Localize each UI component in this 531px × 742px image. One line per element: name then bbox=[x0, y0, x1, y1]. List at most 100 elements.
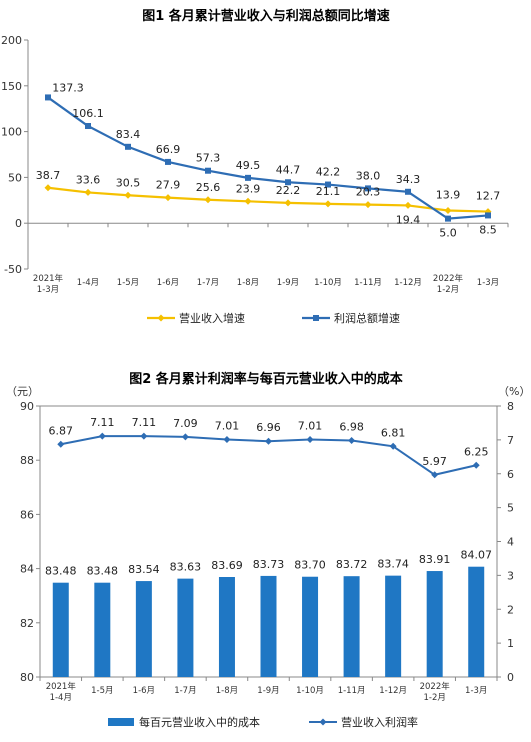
profit-line bbox=[47, 96, 489, 220]
profit-point bbox=[205, 167, 211, 174]
margin-data-label: 6.87 bbox=[49, 424, 74, 437]
legend-label-profit: 利润总额增速 bbox=[334, 311, 400, 325]
legend-marker-revenue bbox=[157, 314, 165, 322]
chart1-series: 38.7 33.6 30.5 27.9 25.6 23.9 22.2 21.1 20.3 19.4… bbox=[36, 81, 501, 239]
cost-data-label: 83.48 bbox=[45, 565, 77, 578]
x-tick-label: 1-5月 bbox=[117, 278, 139, 288]
revenue-point bbox=[404, 201, 412, 209]
profit-data-label: 44.7 bbox=[276, 163, 301, 176]
margin-point bbox=[348, 437, 356, 445]
profit-point bbox=[325, 181, 331, 188]
revenue-data-label: 23.9 bbox=[236, 182, 261, 195]
revenue-point bbox=[284, 199, 292, 207]
margin-point bbox=[57, 440, 65, 448]
left-tick-label: 90 bbox=[20, 400, 34, 413]
left-tick-label: 86 bbox=[20, 508, 34, 521]
legend-marker-profit bbox=[313, 315, 319, 321]
cost-bar bbox=[260, 575, 277, 677]
margin-point bbox=[140, 432, 148, 440]
x-tick-label: 2021年 bbox=[33, 273, 64, 284]
x-tick-label: 1-10月 bbox=[296, 686, 324, 696]
cost-bar bbox=[218, 577, 235, 677]
revenue-data-label: 19.4 bbox=[396, 213, 421, 226]
profit-data-label: 83.4 bbox=[116, 128, 141, 141]
x-tick-label: 2022年 bbox=[433, 273, 464, 284]
left-tick-label: 88 bbox=[20, 454, 34, 467]
x-tick-label: 1-3月 bbox=[465, 686, 487, 696]
x-tick-label: 1-9月 bbox=[277, 278, 299, 288]
chart2-right-y-ticks: 0 1 2 3 4 5 6 7 8 bbox=[497, 400, 514, 684]
cost-data-label: 84.07 bbox=[460, 549, 492, 562]
right-tick-label: 4 bbox=[507, 536, 514, 549]
cost-data-label: 83.70 bbox=[294, 559, 326, 572]
y-tick-label: 50 bbox=[8, 171, 22, 184]
legend-marker-cost bbox=[108, 718, 134, 726]
revenue-point bbox=[124, 191, 132, 199]
chart2: 图2 各月累计利润率与每百元营业收入中的成本 （元） （%） 808284868… bbox=[6, 371, 530, 729]
x-tick-label: 1-3月 bbox=[477, 278, 499, 288]
profit-point bbox=[245, 174, 251, 181]
revenue-data-label: 12.7 bbox=[476, 190, 501, 203]
chart2-left-unit: （元） bbox=[6, 385, 39, 398]
x-tick-label: 1-7月 bbox=[197, 278, 219, 288]
revenue-data-label: 30.5 bbox=[116, 176, 141, 189]
legend-label-cost: 每百元营业收入中的成本 bbox=[139, 715, 260, 729]
revenue-point bbox=[204, 196, 212, 204]
margin-data-label: 6.25 bbox=[464, 445, 489, 458]
margin-point bbox=[431, 471, 439, 479]
revenue-data-label: 13.9 bbox=[436, 188, 461, 201]
profit-point bbox=[165, 158, 171, 165]
revenue-data-label: 25.6 bbox=[196, 181, 221, 194]
left-tick-label: 84 bbox=[20, 563, 34, 576]
right-tick-label: 1 bbox=[507, 637, 514, 650]
x-tick-label: 1-9月 bbox=[257, 686, 279, 696]
chart2-bars: 83.48 83.48 83.54 83.63 83.69 83.73 83.70 83.72… bbox=[45, 549, 492, 677]
y-tick-label: 100 bbox=[1, 126, 22, 139]
margin-data-label: 7.01 bbox=[215, 420, 240, 433]
right-tick-label: 2 bbox=[507, 603, 514, 616]
cost-data-label: 83.73 bbox=[253, 558, 285, 571]
cost-bar bbox=[385, 575, 402, 677]
revenue-data-label: 33.6 bbox=[76, 173, 101, 186]
profit-point bbox=[445, 215, 451, 222]
margin-point bbox=[389, 442, 397, 450]
right-tick-label: 6 bbox=[507, 468, 514, 481]
revenue-data-label: 27.9 bbox=[156, 179, 181, 192]
profit-data-label: 57.3 bbox=[196, 152, 221, 165]
x-tick-label: 1-3月 bbox=[37, 285, 59, 295]
x-tick-label: 1-6月 bbox=[157, 278, 179, 288]
profit-data-label: 5.0 bbox=[439, 227, 457, 240]
chart2-legend: 每百元营业收入中的成本 营业收入利润率 bbox=[108, 715, 418, 729]
x-tick-label: 1-7月 bbox=[174, 686, 196, 696]
chart2-line: 6.87 7.11 7.11 7.09 7.01 6.96 7.01 6.98 6.81 5.97… bbox=[49, 416, 489, 479]
cost-bar bbox=[468, 566, 485, 677]
y-tick-label: 200 bbox=[1, 34, 22, 47]
cost-bar bbox=[177, 578, 194, 677]
margin-data-label: 7.09 bbox=[173, 417, 198, 430]
revenue-data-label: 20.3 bbox=[356, 186, 381, 199]
cost-data-label: 83.74 bbox=[377, 558, 409, 571]
profit-data-label: 66.9 bbox=[156, 143, 181, 156]
x-tick-label: 1-5月 bbox=[91, 686, 113, 696]
margin-point bbox=[223, 436, 231, 444]
x-tick-label: 2022年 bbox=[420, 681, 451, 692]
profit-point bbox=[405, 188, 411, 195]
profit-data-label: 38.0 bbox=[356, 169, 381, 182]
y-tick-label: -50 bbox=[4, 263, 22, 276]
cost-data-label: 83.63 bbox=[170, 561, 202, 574]
cost-bar bbox=[135, 581, 152, 677]
revenue-point bbox=[164, 194, 172, 202]
x-tick-label: 1-12月 bbox=[379, 686, 407, 696]
cost-bar bbox=[52, 582, 69, 677]
revenue-point bbox=[44, 184, 52, 192]
x-tick-label: 1-2月 bbox=[437, 285, 459, 295]
chart1-title: 图1 各月累计营业收入与利润总额同比增速 bbox=[142, 8, 390, 24]
margin-data-label: 7.11 bbox=[90, 416, 115, 429]
chart2-right-unit: （%） bbox=[498, 385, 530, 398]
revenue-line bbox=[47, 186, 489, 213]
x-tick-label: 1-4月 bbox=[50, 693, 72, 703]
revenue-point bbox=[444, 206, 452, 214]
margin-data-label: 7.01 bbox=[298, 420, 323, 433]
